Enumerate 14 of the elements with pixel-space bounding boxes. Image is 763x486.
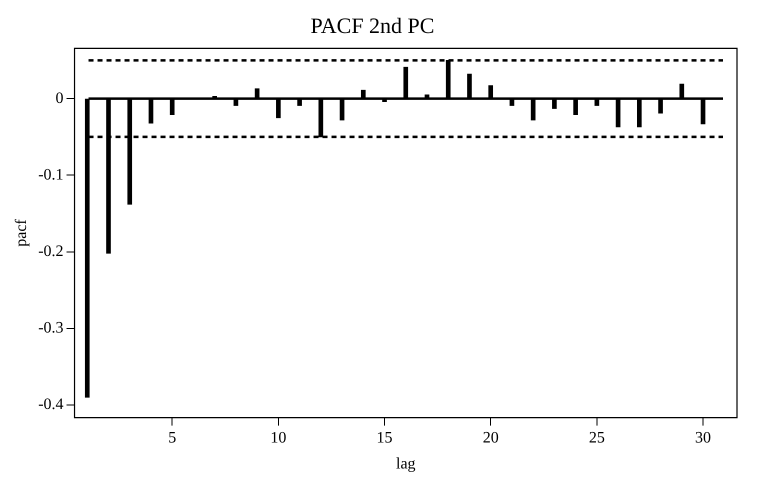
y-tick-label: -0.3 xyxy=(38,320,64,337)
x-tick-label: 5 xyxy=(168,429,176,446)
y-tick-label: -0.1 xyxy=(38,166,64,184)
x-tick-label: 10 xyxy=(270,429,286,446)
y-tick-label: -0.4 xyxy=(38,396,64,414)
x-tick-label: 20 xyxy=(482,429,499,446)
x-axis-title: lag xyxy=(396,456,416,473)
x-tick-label: 15 xyxy=(376,429,393,446)
y-tick-label: -0.2 xyxy=(38,243,64,260)
y-tick-label: 0 xyxy=(56,90,64,107)
chart-title: PACF 2nd PC xyxy=(310,12,434,38)
x-tick-label: 30 xyxy=(695,429,712,446)
x-tick-label: 25 xyxy=(588,429,605,446)
y-axis-title: pacf xyxy=(12,218,30,247)
